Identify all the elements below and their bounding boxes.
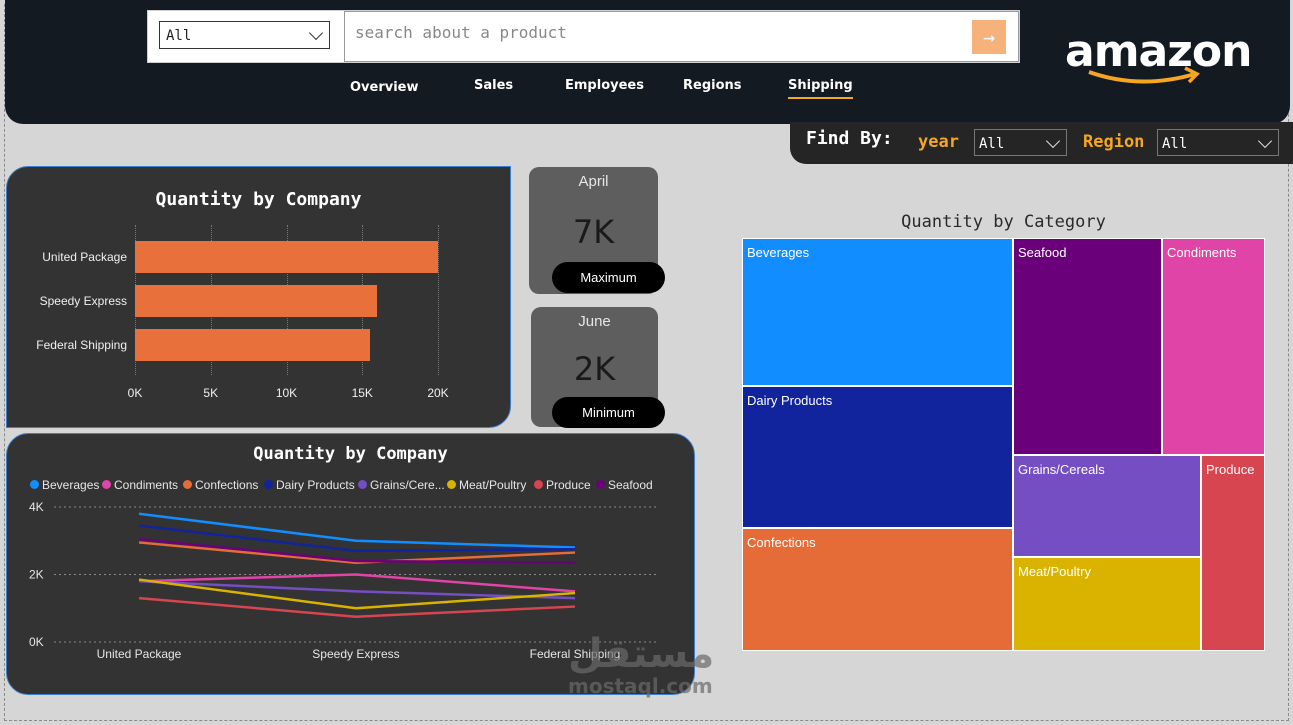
kpi-max-label: Maximum	[552, 262, 665, 293]
bar-federal-shipping[interactable]	[135, 329, 370, 361]
legend-dot-icon	[447, 480, 456, 489]
bar-x-tick: 20K	[427, 386, 449, 400]
legend-label: Dairy Products	[276, 478, 355, 492]
legend-dot-icon	[358, 480, 367, 489]
treemap-tile-label: Grains/Cereals	[1018, 462, 1105, 477]
legend-dot-icon	[534, 480, 543, 489]
treemap-tile-label: Beverages	[747, 245, 810, 260]
main-nav: Overview Sales Employees Regions Shippin…	[5, 78, 1290, 102]
treemap-tile-label: Condiments	[1167, 245, 1237, 260]
legend-item[interactable]: Seafood	[596, 478, 653, 492]
kpi-max-value: 7K	[572, 213, 615, 251]
legend-label: Condiments	[114, 478, 179, 492]
legend-dot-icon	[183, 480, 192, 489]
category-select-value: All	[166, 28, 192, 44]
treemap-tile-beverages[interactable]: Beverages	[742, 238, 1013, 386]
legend-item[interactable]: Condiments	[102, 478, 178, 492]
tab-employees[interactable]: Employees	[565, 78, 644, 93]
legend-item[interactable]: Dairy Products	[264, 478, 355, 492]
legend-label: Grains/Cere...	[370, 478, 445, 492]
bar-united-package[interactable]	[135, 241, 438, 273]
find-by-filters: Find By: year All Region All	[790, 122, 1293, 164]
tab-sales[interactable]: Sales	[474, 78, 514, 93]
bar-category-label: Speedy Express	[39, 294, 127, 308]
treemap-tile-dairy-products[interactable]: Dairy Products	[742, 386, 1013, 528]
search-bar: All search about a product →	[147, 10, 1020, 63]
bar-chart-card: Quantity by Company 0K 5K 10K 15K 20K United …	[6, 166, 511, 428]
watermark-arabic: مستقل	[568, 631, 715, 677]
amazon-logo: amazon	[1065, 26, 1252, 84]
treemap-tile-label: Confections	[747, 535, 816, 550]
kpi-max-month: April	[578, 173, 609, 190]
treemap-tile-label: Meat/Poultry	[1018, 564, 1091, 579]
treemap-tile-label: Dairy Products	[747, 393, 833, 408]
legend-label: Produce	[546, 478, 591, 492]
kpi-min-label: Minimum	[552, 397, 665, 428]
treemap-tile-condiments[interactable]: Condiments	[1162, 238, 1265, 455]
chevron-down-icon	[308, 25, 324, 41]
header-bar: All search about a product → Overview Sa…	[5, 0, 1290, 124]
legend-item[interactable]: Confections	[183, 478, 258, 492]
legend-item[interactable]: Beverages	[30, 478, 99, 492]
year-label: year	[918, 132, 959, 152]
bar-category-label: United Package	[42, 250, 127, 264]
search-placeholder: search about a product	[355, 23, 567, 42]
find-by-label: Find By:	[806, 128, 893, 149]
chevron-down-icon	[1045, 133, 1061, 149]
bar-gridline	[438, 225, 439, 375]
chevron-down-icon	[1257, 133, 1273, 149]
legend-label: Meat/Poultry	[459, 478, 527, 492]
bar-chart-title: Quantity by Company	[155, 189, 362, 210]
kpi-min-value: 2K	[573, 350, 616, 388]
arrow-right-icon: →	[982, 25, 996, 49]
legend-dot-icon	[30, 480, 39, 489]
treemap-tile-confections[interactable]: Confections	[742, 528, 1013, 651]
legend-dot-icon	[102, 480, 111, 489]
legend-item[interactable]: Meat/Poultry	[447, 478, 526, 492]
category-select[interactable]: All	[159, 21, 330, 49]
legend-label: Seafood	[608, 478, 653, 492]
bar-x-tick: 0K	[127, 386, 143, 400]
legend-label: Confections	[195, 478, 259, 492]
region-label: Region	[1083, 132, 1145, 152]
search-button[interactable]: →	[972, 20, 1006, 54]
region-select[interactable]: All	[1157, 129, 1279, 156]
year-select-value: All	[979, 136, 1005, 152]
legend-item[interactable]: Grains/Cere...	[358, 478, 445, 492]
bar-x-tick: 10K	[275, 386, 298, 400]
treemap-tile-seafood[interactable]: Seafood	[1013, 238, 1162, 455]
line-chart-title: Quantity by Company	[253, 444, 448, 464]
logo-text: amazon	[1065, 26, 1252, 77]
treemap-tile-produce[interactable]: Produce	[1201, 455, 1265, 651]
bar-x-tick: 5K	[203, 386, 219, 400]
treemap-tile-grains-cereals[interactable]: Grains/Cereals	[1013, 455, 1201, 557]
region-select-value: All	[1162, 136, 1188, 152]
tab-overview[interactable]: Overview	[350, 80, 419, 95]
year-select[interactable]: All	[974, 129, 1067, 156]
bar-x-tick: 15K	[351, 386, 373, 400]
legend-dot-icon	[264, 480, 273, 489]
watermark-latin: mostaql.com	[568, 674, 713, 698]
treemap-tile-meat-poultry[interactable]: Meat/Poultry	[1013, 557, 1201, 651]
kpi-min-month: June	[578, 313, 611, 330]
mostaql-watermark: مستقل mostaql.com	[568, 632, 714, 696]
legend-label: Beverages	[42, 478, 100, 492]
legend-dot-icon	[596, 480, 605, 489]
search-input[interactable]: search about a product →	[344, 11, 1019, 62]
amazon-smile-icon	[1088, 66, 1200, 84]
bar-category-label: Federal Shipping	[36, 338, 127, 352]
line-chart-card: Quantity by Company	[6, 433, 695, 695]
legend-item[interactable]: Produce	[534, 478, 591, 492]
treemap-tile-label: Seafood	[1018, 245, 1067, 260]
tab-shipping[interactable]: Shipping	[788, 78, 853, 99]
tab-regions[interactable]: Regions	[683, 78, 742, 93]
treemap-title: Quantity by Category	[901, 212, 1106, 232]
treemap-tile-label: Produce	[1206, 462, 1255, 477]
bar-speedy-express[interactable]	[135, 285, 378, 317]
